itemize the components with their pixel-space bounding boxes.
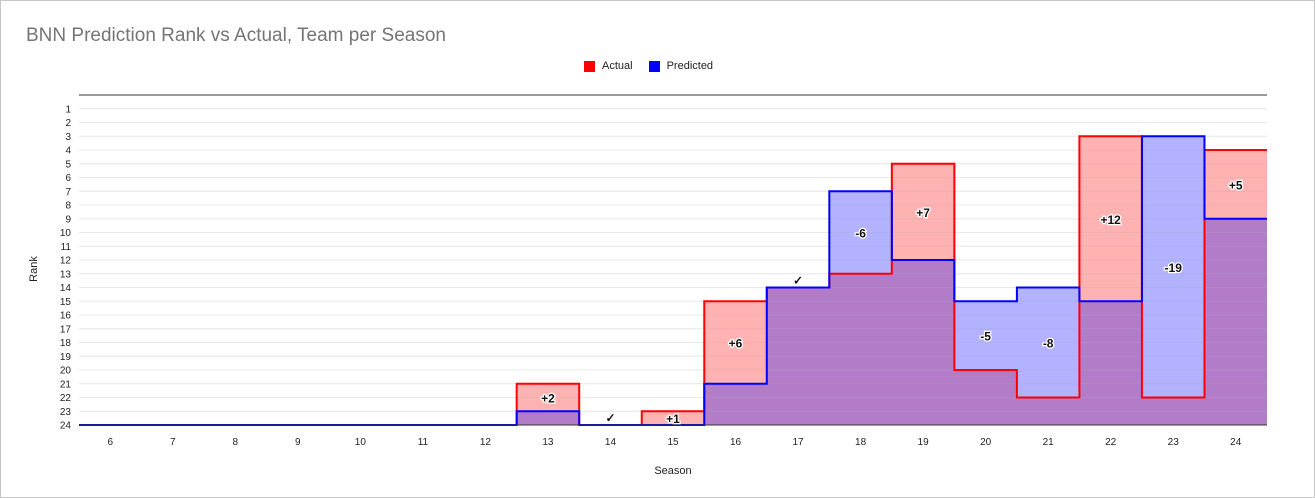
legend-swatch-actual [584,60,595,72]
y-tick-label: 13 [60,269,72,280]
x-tick-label: 12 [480,437,492,448]
x-axis-title: Season [654,465,691,477]
y-tick-label: 10 [60,228,72,239]
y-tick-label: 16 [60,311,72,322]
chart-title: BNN Prediction Rank vs Actual, Team per … [26,25,446,46]
x-tick-label: 7 [170,437,176,448]
axis-layer: 1234567891011121314151617181920212223246… [60,104,1267,448]
difference-label: +12 [1101,213,1122,227]
y-tick-label: 19 [60,352,72,363]
legend-label-actual: Actual [602,60,633,72]
x-tick-label: 14 [605,437,617,448]
y-axis-title: Rank [28,256,40,282]
y-tick-label: 5 [65,159,71,170]
difference-label: +1 [666,412,680,426]
x-tick-label: 15 [667,437,679,448]
y-tick-label: 3 [65,132,71,143]
y-tick-label: 15 [60,297,72,308]
area-predicted [79,136,1267,425]
legend: Actual Predicted [584,60,729,72]
difference-label: +5 [1229,178,1243,192]
x-tick-label: 21 [1043,437,1055,448]
x-tick-label: 22 [1105,437,1117,448]
area-layer [79,108,1267,426]
x-tick-label: 9 [295,437,301,448]
difference-label: ✓ [793,274,803,288]
x-tick-label: 6 [107,437,113,448]
y-tick-label: 1 [65,104,71,115]
legend-item-predicted[interactable]: Predicted [648,60,714,72]
y-tick-label: 18 [60,338,72,349]
difference-label: -6 [855,227,866,241]
difference-label: +7 [916,206,930,220]
x-tick-label: 17 [792,437,804,448]
x-tick-label: 18 [855,437,867,448]
y-tick-label: 2 [65,118,71,129]
y-tick-label: 17 [60,324,72,335]
y-tick-label: 9 [65,214,71,225]
y-tick-label: 20 [60,366,72,377]
x-tick-label: 23 [1168,437,1180,448]
legend-swatch-predicted [648,60,660,72]
x-tick-label: 16 [730,437,742,448]
difference-label: -19 [1165,261,1183,275]
y-tick-label: 11 [61,242,72,253]
y-tick-label: 23 [60,407,72,418]
x-tick-label: 10 [355,437,367,448]
difference-label: ✓ [605,411,615,425]
x-tick-label: 11 [418,437,429,448]
x-tick-label: 19 [918,437,930,448]
y-tick-label: 21 [60,379,72,390]
legend-item-actual[interactable]: Actual [584,60,633,72]
difference-label: -5 [980,330,991,344]
y-tick-label: 24 [60,421,72,432]
y-tick-label: 8 [65,201,71,212]
y-tick-label: 7 [65,187,71,198]
difference-label: +6 [729,337,743,351]
y-tick-label: 14 [60,283,72,294]
y-tick-label: 22 [60,393,72,404]
legend-label-predicted: Predicted [666,60,714,72]
x-tick-label: 13 [542,437,554,448]
y-tick-label: 4 [65,146,71,157]
y-tick-label: 12 [60,256,72,267]
difference-label: +2 [541,392,555,406]
label-layer: +2 ✓ +1 +6 ✓ -6 +7 -5 -8 +12 -19 +5 [540,177,1244,427]
x-tick-label: 8 [233,437,239,448]
y-tick-label: 6 [65,173,71,184]
x-tick-label: 24 [1230,437,1242,448]
difference-label: -8 [1043,337,1054,351]
x-tick-label: 20 [980,437,992,448]
